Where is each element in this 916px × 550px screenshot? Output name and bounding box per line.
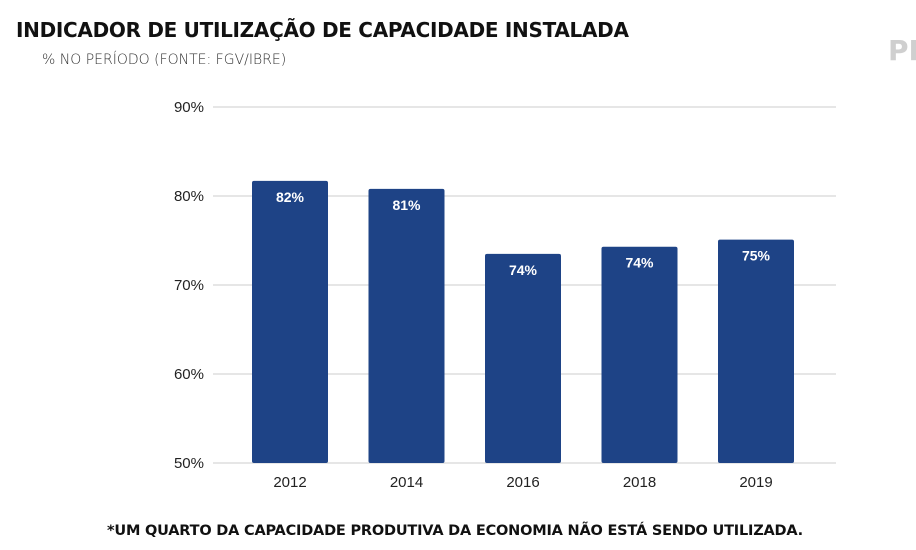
bar-data-label: 75% bbox=[742, 248, 771, 264]
x-tick-label: 2019 bbox=[739, 474, 772, 491]
brand-logo-fragment: PI bbox=[888, 34, 916, 67]
y-tick-label: 50% bbox=[174, 455, 204, 472]
bar-data-label: 82% bbox=[276, 189, 305, 205]
x-tick-label: 2012 bbox=[273, 474, 306, 491]
bar bbox=[252, 180, 328, 463]
bar bbox=[368, 188, 445, 463]
bar-data-label: 74% bbox=[625, 255, 654, 271]
bar bbox=[601, 246, 678, 463]
bar bbox=[485, 253, 561, 463]
chart-subtitle: % NO PERÍODO (FONTE: FGV/IBRE) bbox=[42, 52, 287, 68]
bars: 82% 81% 74% 74% 75% bbox=[252, 180, 794, 463]
bar bbox=[718, 239, 794, 463]
chart-title: INDICADOR DE UTILIZAÇÃO DE CAPACIDADE IN… bbox=[16, 18, 629, 42]
y-tick-label: 70% bbox=[174, 277, 204, 294]
y-tick-label: 60% bbox=[174, 366, 204, 383]
bar-data-label: 74% bbox=[509, 262, 538, 278]
y-axis-ticks: 50% 60% 70% 80% 90% bbox=[174, 99, 204, 472]
bar-data-label: 81% bbox=[392, 197, 421, 213]
y-tick-label: 80% bbox=[174, 188, 204, 205]
x-tick-label: 2018 bbox=[623, 474, 656, 491]
y-tick-label: 90% bbox=[174, 99, 204, 116]
footnote: *UM QUARTO DA CAPACIDADE PRODUTIVA DA EC… bbox=[107, 523, 803, 539]
x-tick-label: 2016 bbox=[506, 474, 539, 491]
x-axis-ticks: 2012 2014 2016 2018 2019 bbox=[273, 474, 772, 491]
x-tick-label: 2014 bbox=[390, 474, 423, 491]
